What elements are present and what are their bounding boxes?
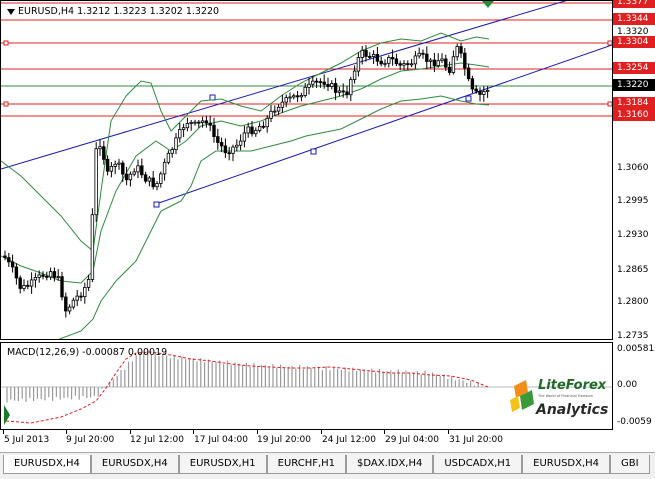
macd-axis[interactable]: 0.00581 0.00 -0.0059 <box>613 342 655 430</box>
price-label: 1.2735 <box>617 331 649 341</box>
price-axis[interactable]: 1.3377 1.3344 1.3320 1.3304 1.3254 1.322… <box>613 0 655 341</box>
macd-signal-line <box>5 351 489 424</box>
chart-title: EURUSD,H4 1.3212 1.3223 1.3202 1.3220 <box>7 6 219 17</box>
price-label: 1.3060 <box>617 163 649 173</box>
trend-channel[interactable] <box>1 1 612 205</box>
support-resistance-levels <box>1 2 612 117</box>
chart-tab[interactable]: EURUSDX,H4 <box>522 455 611 474</box>
chart-tab[interactable]: EURCHF,H1 <box>266 455 347 474</box>
channel-lower-line <box>155 44 612 205</box>
macd-axis-label: -0.0059 <box>617 417 652 427</box>
logo-brand: LiteForex <box>538 378 607 393</box>
macd-svg <box>1 350 612 425</box>
time-label: 24 Jul 12:00 <box>322 435 376 445</box>
level-label: 1.3254 <box>613 62 655 74</box>
level-label: 1.3344 <box>613 13 655 25</box>
level-handle <box>607 40 612 46</box>
chart-tab[interactable]: EURUSDX,H1 <box>178 455 267 474</box>
logo-tagline: The World of Financial Freedom <box>538 394 593 398</box>
level-handle <box>607 101 612 107</box>
bb-middle <box>1 62 490 284</box>
chart-tab[interactable]: $DAX.IDX,H4 <box>346 455 434 474</box>
price-label: 1.2930 <box>617 230 649 240</box>
chart-tab[interactable]: EURUSDX,H4 <box>90 455 179 474</box>
level-handles[interactable] <box>3 40 612 107</box>
down-arrow-marker <box>482 1 494 8</box>
chart-tab[interactable]: USDCADX,H1 <box>433 455 523 474</box>
macd-indicator-area[interactable]: MACD(12,26,9) -0.00087 0.00019 LiteForex… <box>0 342 613 430</box>
macd-title: MACD(12,26,9) -0.00087 0.00019 <box>7 347 168 358</box>
price-chart-area[interactable]: EURUSD,H4 1.3212 1.3223 1.3202 1.3220 <box>0 0 613 340</box>
logo-mark-icon <box>510 380 534 412</box>
macd-axis-label: 0.00 <box>617 380 638 390</box>
chart-symbol: EURUSD,H4 <box>18 6 75 17</box>
macd-axis-label: 0.00581 <box>617 344 655 354</box>
liteforex-logo: LiteForex The World of Financial Freedom… <box>506 372 612 427</box>
price-chart-svg <box>1 1 612 339</box>
bollinger-bands <box>1 32 490 339</box>
time-label: 12 Jul 12:00 <box>130 435 184 445</box>
chart-tab[interactable]: EURUSDX,H4 <box>3 455 91 474</box>
time-label: 31 Jul 20:00 <box>449 435 503 445</box>
chart-ohlc: 1.3212 1.3223 1.3202 1.3220 <box>77 6 220 17</box>
channel-handles[interactable] <box>153 94 472 208</box>
level-label: 1.3377 <box>613 0 655 8</box>
price-label: 1.3320 <box>617 27 649 37</box>
price-label: 1.2995 <box>617 196 649 206</box>
macd-marker <box>4 405 10 425</box>
time-label: 5 Jul 2013 <box>4 435 50 445</box>
level-label: 1.3160 <box>613 109 655 121</box>
time-label: 9 Jul 20:00 <box>66 435 115 445</box>
dropdown-triangle-icon[interactable] <box>7 8 15 15</box>
time-label: 17 Jul 04:00 <box>194 435 248 445</box>
level-label: 1.3184 <box>613 97 655 109</box>
level-handle <box>3 40 9 46</box>
chart-tab-bar: EURUSDX,H4 EURUSDX,H4 EURUSDX,H1 EURCHF,… <box>0 452 655 479</box>
chart-tab[interactable]: GBI <box>610 455 650 474</box>
macd-histogram <box>6 350 487 403</box>
level-handle <box>3 101 9 107</box>
current-price-label: 1.3220 <box>613 79 655 91</box>
price-label: 1.2800 <box>617 297 649 307</box>
channel-upper-line <box>1 1 567 170</box>
candlesticks <box>3 42 490 318</box>
level-label: 1.3304 <box>613 36 655 48</box>
time-label: 29 Jul 04:00 <box>385 435 439 445</box>
time-label: 19 Jul 20:00 <box>257 435 311 445</box>
logo-sub: Analytics <box>536 402 609 418</box>
time-axis: 5 Jul 2013 9 Jul 20:00 12 Jul 12:00 17 J… <box>0 430 613 452</box>
price-label: 1.2865 <box>617 265 649 275</box>
bb-lower <box>58 95 490 339</box>
